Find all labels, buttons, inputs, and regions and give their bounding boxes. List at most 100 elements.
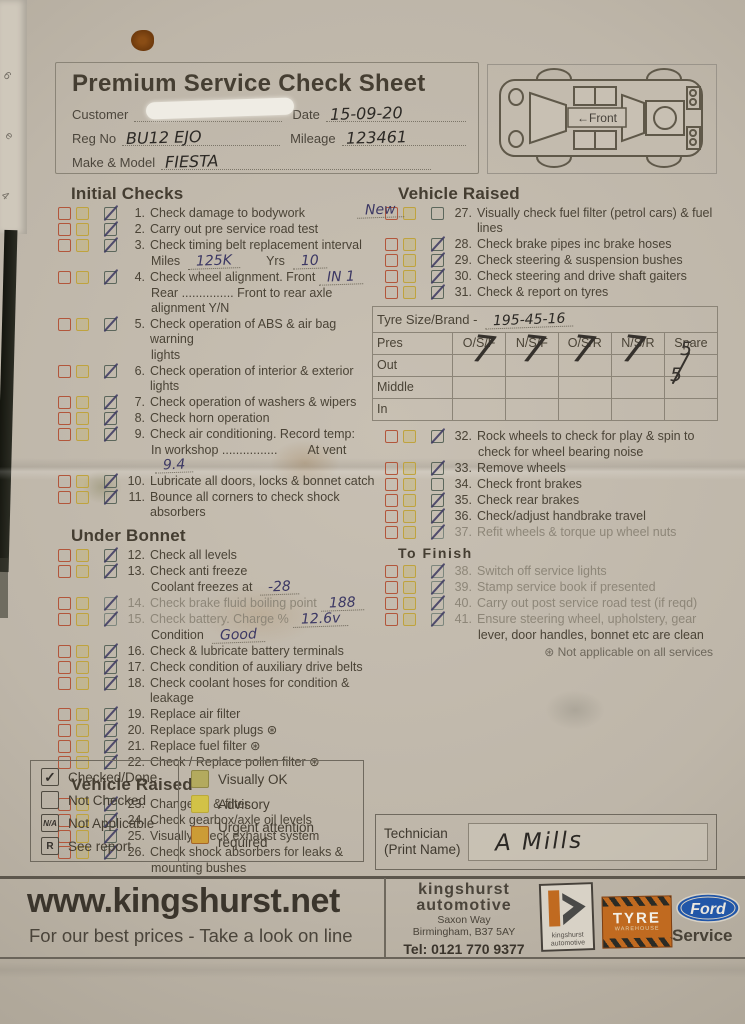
item-number: 3. [134,238,145,252]
advisory-checkbox [76,207,89,220]
item-number: 6. [134,364,145,378]
advisory-checkbox [403,526,416,539]
legend-not-applicable: N/A Not Applicable [41,814,178,832]
tyre-logo-subtext: WAREHOUSE [614,925,660,933]
legend-see-report: R See report [41,837,178,855]
item-subline: lights [151,348,376,363]
checklist-item-3: 3. Check timing belt replacement interval [58,238,376,253]
advisory-checkbox [76,428,89,441]
done-checkbox [104,846,117,859]
item-label: Check anti freeze [150,564,248,578]
car-top-view-icon: ←Front [499,68,703,168]
item-text: Carry out pre service road test [150,222,376,237]
urgent-checkbox [58,475,71,488]
advisory-checkbox [403,286,416,299]
advisory-checkbox [76,223,89,236]
item-label: Check timing belt replacement interval [150,238,362,252]
col-osr: O/S/R [557,332,612,355]
item-subline: Miles 125K Yrs 10 [151,252,376,270]
advisory-checkbox [76,645,89,658]
sub-label: Miles [151,254,181,268]
checklist-item-26: 26. Check shock absorbers for leaks & [58,845,376,860]
done-checkbox [104,756,117,769]
section-under-bonnet: Under Bonnet 12. Check all levels 13. Check … [58,527,376,770]
handwritten-note: New [356,201,404,219]
item-text: Check / Replace pollen filter ⊛ [150,755,376,770]
item-number: 33. [454,461,472,475]
handwritten-value: -28 [260,579,300,596]
advisory-checkbox [76,396,89,409]
item-label: Check brake fluid boiling point [150,596,317,610]
tyre-table: Tyre Size/Brand - 195-45-16 Pres O/S/F N… [371,306,719,421]
done-checkbox [104,830,117,843]
done-checkbox [431,462,444,475]
section-vehicle-raised-right: Vehicle Raised New 27. Visually check fuel … [356,185,719,300]
urgent-checkbox [58,613,71,626]
urgent-checkbox [385,462,398,475]
reg-field: BU12 EJO [122,127,281,148]
checklist-item-32: 32. Rock wheels to check for play & spin … [385,429,719,444]
technician-name-field: A Mills [468,823,708,861]
done-checkbox [431,286,444,299]
item-label: Check & report on tyres [477,285,609,299]
item-text: Check steering and drive shaft gaiters [477,269,719,284]
pressure-header: Pres [371,332,454,355]
background-paper: 6 e 4 [0,0,27,234]
item-number: 1. [134,206,145,220]
item-number: 32. [454,429,472,443]
done-checkbox [104,565,117,578]
handwritten-value: 188 [320,595,364,612]
website-url: www.kingshurst.net [27,882,340,920]
item-subline: In workshop ................ At vent 9.4 [151,443,376,474]
done-checkbox [104,207,117,220]
item-number: 24. [127,813,145,827]
item-label: Check operation of interior & exterior l… [150,364,354,393]
item-label: Carry out post service road test (if req… [477,596,698,610]
checklist-item-37: 37. Refit wheels & torque up wheel nuts [385,525,719,540]
make-model-field: FIESTA [161,151,432,172]
company-name-line1: kingshurst [418,881,510,898]
handwritten-value: 10 [292,253,327,270]
legend-label: Checked/Done [68,769,158,785]
item-label: Check operation of washers & wipers [150,395,357,409]
redaction-blob [146,97,295,120]
item-number: 20. [127,723,145,737]
tread-depth-nsf: 7 [519,326,548,373]
urgent-checkbox [385,254,398,267]
checklist-item-2: 2. Carry out pre service road test [58,222,376,237]
urgent-checkbox [385,238,398,251]
urgent-checkbox [58,756,71,769]
item-text: Check rear brakes [477,493,719,508]
mileage-field: 123461 [341,127,466,148]
urgent-checkbox [385,494,398,507]
item-label: Check rear brakes [477,493,580,507]
advisory-checkbox [76,271,89,284]
legend-label: Not Checked [68,792,147,808]
legend-not-checked: Not Checked [41,791,178,809]
item-number: 7. [134,395,145,409]
item-label: Check damage to bodywork [150,206,305,220]
legend-advisory: Advisory [191,795,363,813]
company-address-block: kingshurst automotive Saxon Way Birmingh… [398,881,530,958]
done-checkbox [104,740,117,753]
advisory-checkbox [76,756,89,769]
ford-logo: Ford [676,893,740,923]
checklist-left-column: Initial Checks 1. Check damage to bodywork… [58,184,376,877]
customer-label: Customer [72,107,129,122]
item-label: Check steering and drive shaft gaiters [477,269,687,283]
urgent-checkbox [385,270,398,283]
technician-sublabel: (Print Name) [384,842,461,857]
checklist-item-34: 34. Check front brakes [385,477,719,492]
advisory-checkbox [403,207,416,220]
advisory-checkbox [76,846,89,859]
make-model-value: FIESTA [164,151,219,172]
phone-number: Tel: 0121 770 9377 [403,941,525,957]
done-checkbox [431,526,444,539]
item-number: 41. [454,612,472,626]
checklist-item-13: 13. Check anti freeze [58,564,376,579]
checklist-item-7: 7. Check operation of washers & wipers [58,395,376,410]
advisory-checkbox [76,597,89,610]
urgent-checkbox [385,286,398,299]
item-number: 40. [454,596,472,610]
